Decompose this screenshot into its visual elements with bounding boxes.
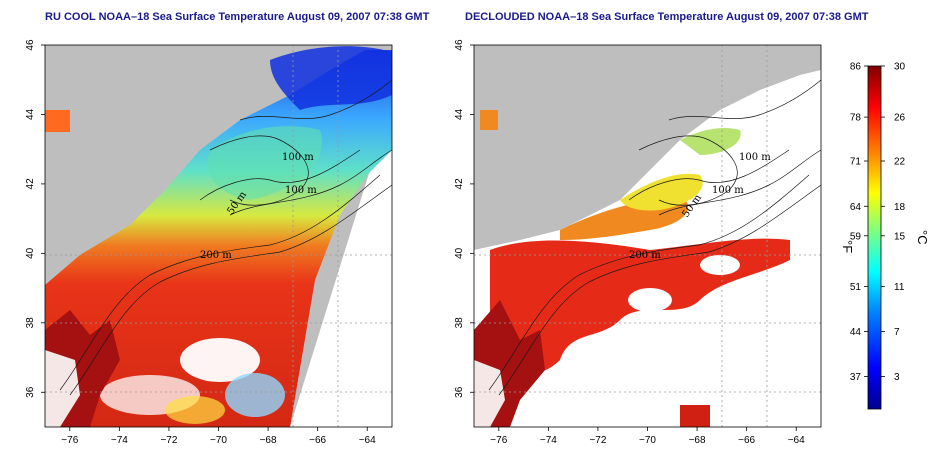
x-tick-label: −66 bbox=[309, 435, 326, 446]
axes-raw: −76 −74 −72 −70 −68 −66 −64 36 38 40 42 44 46 bbox=[25, 39, 376, 446]
celsius-tick: 18 bbox=[894, 202, 906, 213]
y-tick-label: 42 bbox=[454, 178, 465, 190]
sst-map-raw: 100 m 100 m 50 m 200 m bbox=[44, 44, 393, 428]
cloud-gap bbox=[628, 288, 672, 312]
celsius-tick: 15 bbox=[894, 231, 906, 242]
fahrenheit-tick: 44 bbox=[850, 327, 862, 338]
cool-patch bbox=[680, 128, 741, 155]
x-tick-label: −66 bbox=[738, 435, 755, 446]
x-tick-label: −74 bbox=[540, 435, 557, 446]
coastal-land-gap bbox=[474, 360, 505, 427]
celsius-tick: 30 bbox=[894, 62, 906, 73]
warm-patch bbox=[45, 110, 70, 132]
x-tick-label: −72 bbox=[589, 435, 606, 446]
colorbar-gradient bbox=[867, 65, 882, 410]
x-tick-label: −68 bbox=[260, 435, 277, 446]
axes-declouded: −76 −74 −72 −70 −68 −66 −64 36 38 40 42 44 46 bbox=[454, 39, 805, 446]
x-tick-label: −74 bbox=[111, 435, 128, 446]
fahrenheit-tick: 71 bbox=[850, 157, 862, 168]
no-data-region bbox=[290, 150, 392, 427]
x-tick-label: −70 bbox=[210, 435, 227, 446]
map-title-raw: RU COOL NOAA–18 Sea Surface Temperature … bbox=[45, 11, 430, 23]
y-tick-label: 46 bbox=[25, 39, 36, 51]
y-tick-label: 36 bbox=[25, 386, 36, 398]
warm-patch bbox=[680, 405, 710, 427]
x-tick-label: −76 bbox=[61, 435, 78, 446]
x-tick-label: −72 bbox=[160, 435, 177, 446]
y-tick-label: 46 bbox=[454, 39, 465, 51]
graticule bbox=[474, 45, 821, 427]
fahrenheit-tick: 37 bbox=[850, 372, 862, 383]
contour-label-100m: 100 m bbox=[282, 152, 314, 163]
x-tick-label: −64 bbox=[359, 435, 376, 446]
y-tick-label: 38 bbox=[25, 317, 36, 329]
celsius-tick: 11 bbox=[894, 282, 905, 293]
celsius-tick: 22 bbox=[894, 157, 906, 168]
cloud-patch bbox=[180, 338, 260, 382]
contour-label-100m: 100 m bbox=[739, 152, 771, 163]
warm-gulf-stream-water bbox=[490, 238, 790, 390]
x-tick-label: −64 bbox=[788, 435, 805, 446]
fahrenheit-tick: 59 bbox=[850, 231, 862, 242]
y-tick-label: 44 bbox=[25, 108, 36, 120]
cold-water-gulf-of-maine bbox=[270, 46, 392, 110]
x-tick-label: −68 bbox=[689, 435, 706, 446]
unit-celsius: °C bbox=[915, 230, 930, 245]
sst-map-declouded: 100 m 100 m 50 m 200 m bbox=[473, 44, 822, 428]
contour-label-200m: 200 m bbox=[629, 250, 661, 261]
cloud-gap bbox=[582, 340, 618, 360]
x-tick-label: −76 bbox=[490, 435, 507, 446]
y-tick-label: 42 bbox=[25, 178, 36, 190]
celsius-tick: 26 bbox=[894, 113, 906, 124]
y-tick-label: 38 bbox=[454, 317, 465, 329]
colorbar: 86 78 71 64 59 51 44 37 30 26 22 18 15 11 7 3 °F °C bbox=[840, 62, 930, 410]
bathymetry-contours bbox=[59, 79, 393, 396]
contour-label-100m: 100 m bbox=[285, 185, 317, 196]
y-tick-label: 40 bbox=[454, 247, 465, 259]
fahrenheit-tick: 64 bbox=[850, 202, 862, 213]
cool-anomaly bbox=[225, 373, 285, 417]
unit-fahrenheit: °F bbox=[840, 240, 855, 253]
bathymetry-contours bbox=[488, 79, 822, 396]
coastal-land-gap bbox=[45, 350, 80, 427]
contour-label-100m: 100 m bbox=[712, 185, 744, 196]
fahrenheit-tick: 86 bbox=[850, 62, 862, 73]
cloud-gap bbox=[700, 255, 740, 275]
y-tick-label: 40 bbox=[25, 247, 36, 259]
warm-anomaly bbox=[165, 396, 225, 424]
celsius-tick: 7 bbox=[894, 327, 900, 338]
contour-label-200m: 200 m bbox=[200, 250, 232, 261]
x-tick-label: −70 bbox=[639, 435, 656, 446]
fahrenheit-tick: 51 bbox=[850, 282, 862, 293]
graticule bbox=[45, 45, 392, 427]
shelf-water bbox=[620, 173, 703, 211]
celsius-tick: 3 bbox=[894, 372, 900, 383]
map-title-declouded: DECLOUDED NOAA–18 Sea Surface Temperatur… bbox=[465, 11, 869, 23]
colorbar-ticks: 86 78 71 64 59 51 44 37 30 26 22 18 15 11 7 3 bbox=[850, 62, 906, 383]
y-tick-label: 44 bbox=[454, 108, 465, 120]
warm-patch bbox=[480, 110, 498, 130]
fahrenheit-tick: 78 bbox=[850, 113, 862, 124]
y-tick-label: 36 bbox=[454, 386, 465, 398]
